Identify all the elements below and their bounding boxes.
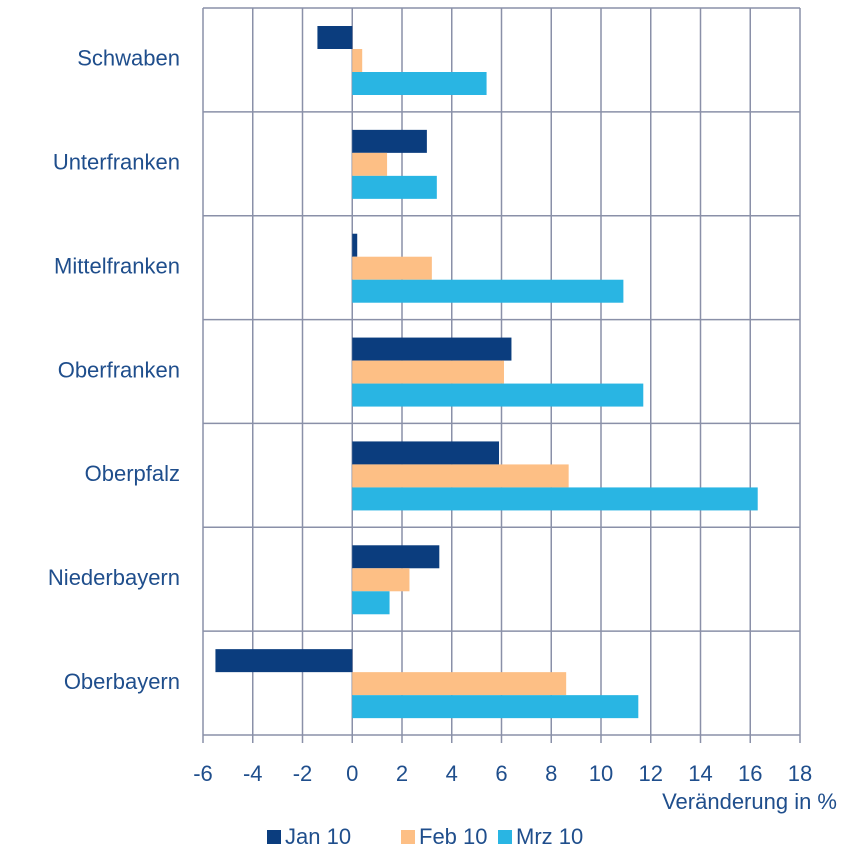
- bar: [352, 233, 358, 257]
- bar: [352, 591, 390, 615]
- x-tick-label: 14: [688, 761, 712, 786]
- x-tick-label: 6: [495, 761, 507, 786]
- x-tick-label: -6: [193, 761, 213, 786]
- x-tick-label: 10: [589, 761, 613, 786]
- y-tick-label: Niederbayern: [48, 565, 180, 590]
- bar: [317, 26, 353, 49]
- legend-label: Mrz 10: [516, 824, 583, 849]
- bar: [352, 360, 504, 384]
- legend-swatch: [267, 830, 281, 844]
- bar: [352, 487, 758, 511]
- bar: [352, 152, 388, 176]
- bar: [352, 337, 512, 361]
- legend-swatch: [401, 830, 415, 844]
- bar: [352, 695, 639, 719]
- x-tick-label: 4: [446, 761, 458, 786]
- y-tick-label: Mittelfranken: [54, 253, 180, 278]
- y-tick-label: Schwaben: [77, 46, 180, 71]
- x-tick-label: -2: [293, 761, 313, 786]
- bar: [215, 649, 353, 673]
- x-tick-label: 0: [346, 761, 358, 786]
- y-tick-label: Oberfranken: [58, 357, 180, 382]
- y-tick-label: Oberpfalz: [85, 461, 180, 486]
- bar: [352, 441, 500, 465]
- bar: [352, 175, 437, 199]
- y-tick-label: Oberbayern: [64, 669, 180, 694]
- x-tick-label: 12: [639, 761, 663, 786]
- bar: [352, 279, 624, 303]
- x-axis-label: Veränderung in %: [662, 789, 837, 814]
- x-tick-label: 8: [545, 761, 557, 786]
- bar: [352, 129, 427, 153]
- legend-swatch: [498, 830, 512, 844]
- y-tick-label: Unterfranken: [53, 150, 180, 175]
- x-tick-label: -4: [243, 761, 263, 786]
- x-tick-label: 16: [738, 761, 762, 786]
- bar: [352, 49, 363, 72]
- x-tick-label: 18: [788, 761, 812, 786]
- bar: [352, 545, 440, 569]
- bar: [352, 256, 432, 280]
- bar: [352, 568, 410, 592]
- bar: [352, 383, 644, 407]
- bar: [352, 464, 569, 488]
- bar: [352, 672, 567, 696]
- x-tick-label: 2: [396, 761, 408, 786]
- legend-label: Jan 10: [285, 824, 351, 849]
- bar: [352, 72, 487, 95]
- legend-label: Feb 10: [419, 824, 488, 849]
